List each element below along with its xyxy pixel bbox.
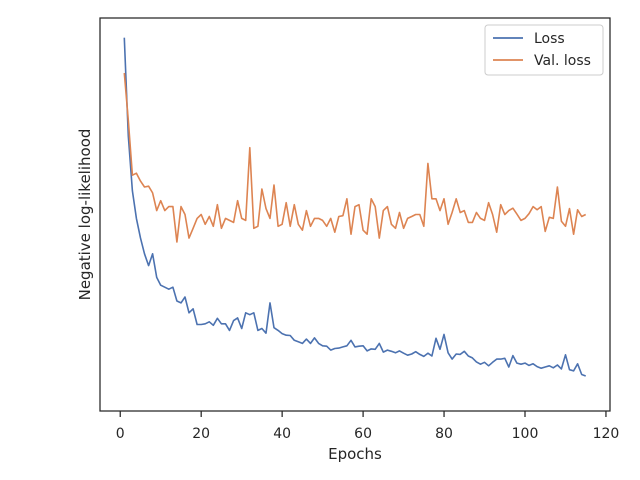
series-layer (123, 37, 587, 377)
x-tick-label: 40 (273, 426, 291, 442)
x-tick-label: 100 (512, 426, 539, 442)
legend-label-loss: Loss (534, 31, 565, 47)
legend-label-val-loss: Val. loss (534, 53, 591, 69)
legend: Loss Val. loss (484, 24, 604, 76)
plot-frame (99, 17, 611, 412)
x-tick-label: 80 (435, 426, 453, 442)
x-axis-ticks: 0 20 40 60 80 100 120 (116, 411, 620, 442)
series-line-loss (123, 37, 586, 377)
y-axis-label: Negative log-likelihood (76, 129, 94, 301)
series-line-val-loss (123, 72, 587, 243)
x-tick-label: 60 (354, 426, 372, 442)
x-tick-label: 0 (116, 426, 125, 442)
x-axis-label: Epochs (328, 445, 382, 463)
x-tick-label: 20 (192, 426, 210, 442)
x-tick-label: 120 (593, 426, 620, 442)
